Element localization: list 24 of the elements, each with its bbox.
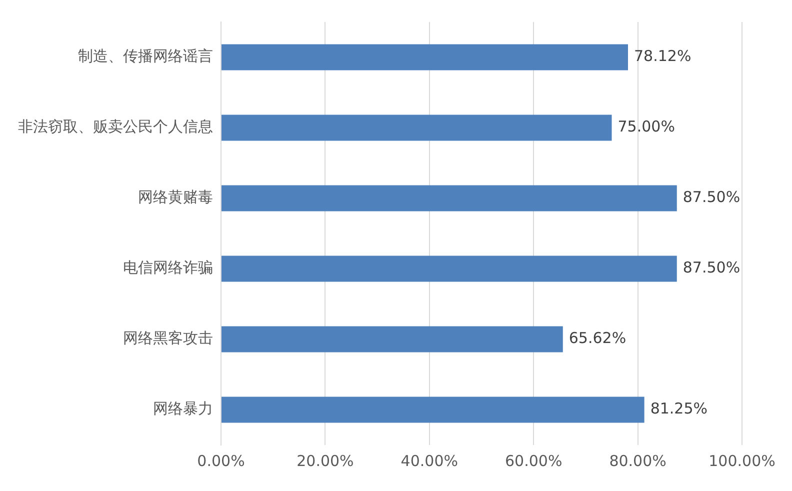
x-tick-label: 60.00% <box>505 452 562 470</box>
y-tick-label: 制造、传播网络谣言 <box>78 47 213 66</box>
bar <box>222 256 677 282</box>
x-tick-label: 100.00% <box>708 452 776 470</box>
x-tick-label: 80.00% <box>609 452 666 470</box>
data-label: 81.25% <box>650 400 708 418</box>
bar <box>222 114 612 141</box>
y-tick-label: 网络暴力 <box>153 400 213 418</box>
y-tick-label: 电信网络诈骗 <box>123 258 213 277</box>
y-tick-label: 非法窃取、贩卖公民个人信息 <box>18 118 213 136</box>
bar <box>222 396 644 423</box>
data-label: 65.62% <box>568 329 626 348</box>
data-label: 87.50% <box>682 188 740 206</box>
data-label: 75.00% <box>618 118 675 136</box>
x-tick-label: 0.00% <box>197 452 245 470</box>
bar <box>222 326 563 352</box>
data-label: 87.50% <box>682 258 740 277</box>
x-tick-label: 20.00% <box>296 452 354 470</box>
x-tick-label: 40.00% <box>400 452 458 470</box>
bar <box>222 185 677 212</box>
y-tick-label: 网络黄赌毒 <box>138 188 213 206</box>
data-label: 78.12% <box>634 47 692 66</box>
y-tick-label: 网络黑客攻击 <box>123 329 213 348</box>
bar <box>222 44 628 70</box>
